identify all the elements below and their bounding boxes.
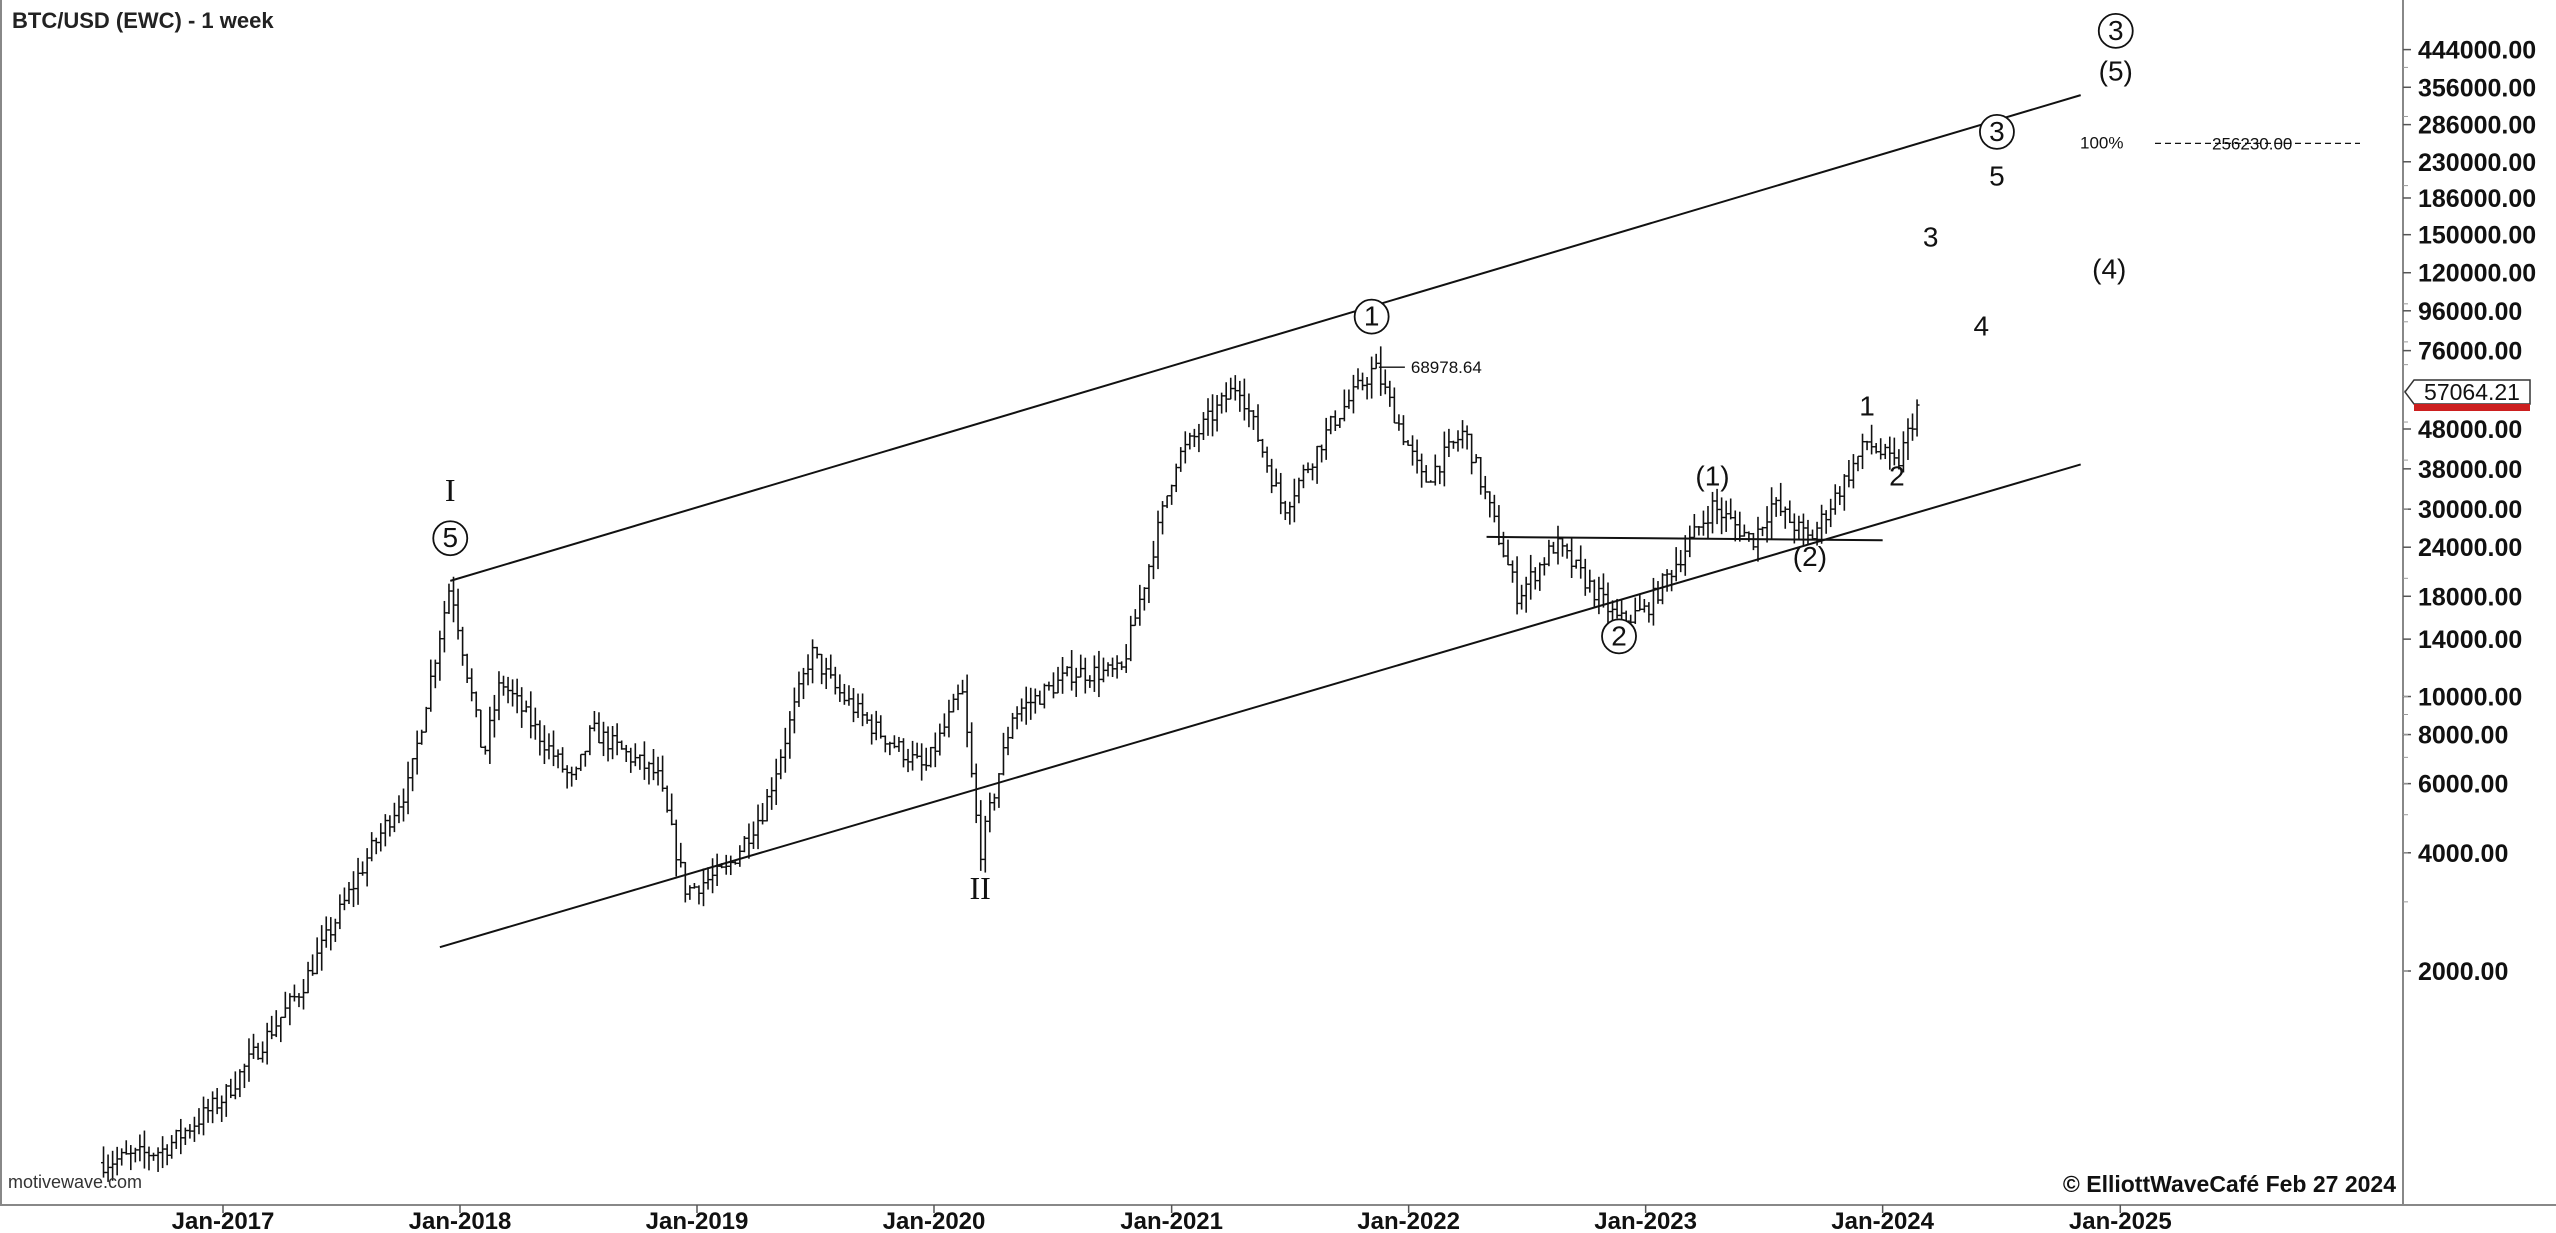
y-tick-label: 14000.00 bbox=[2418, 626, 2522, 654]
wave-label-text: 5 bbox=[442, 522, 458, 553]
current-price-label: 57064.21 bbox=[2424, 379, 2520, 405]
wave-label: 1 bbox=[1353, 298, 1390, 335]
y-tick-label: 286000.00 bbox=[2418, 112, 2536, 140]
y-tick-label: 24000.00 bbox=[2418, 534, 2522, 562]
wave-label-circle bbox=[2097, 12, 2134, 49]
wave-label: 2 bbox=[1601, 618, 1637, 655]
x-tick-label: Jan-2022 bbox=[1357, 1208, 1460, 1233]
x-tick-label: Jan-2017 bbox=[172, 1208, 275, 1233]
y-tick-label: 186000.00 bbox=[2418, 185, 2536, 213]
current-price-tag-shape bbox=[2404, 379, 2531, 405]
y-tick-label: 8000.00 bbox=[2418, 722, 2508, 750]
x-axis-ticks: Jan-2017 Jan-2018 Jan-2019 Jan-2020 Jan-2021… bbox=[172, 1205, 2172, 1233]
y-tick-label: 96000.00 bbox=[2418, 298, 2522, 326]
wave-label: II bbox=[969, 870, 990, 906]
x-tick-label: Jan-2023 bbox=[1594, 1208, 1697, 1233]
fib-projection: 100% 256230.00 68978.64 bbox=[1378, 133, 2360, 377]
wave-label-text: (5) bbox=[2099, 56, 2133, 87]
y-tick-label: 150000.00 bbox=[2418, 222, 2536, 250]
current-price-tag-accent bbox=[2414, 404, 2530, 411]
y-tick-label: 38000.00 bbox=[2418, 456, 2522, 484]
wave-label: 3 bbox=[1979, 113, 2015, 150]
wave-label: 4 bbox=[1974, 311, 1990, 342]
x-tick-label: Jan-2021 bbox=[1120, 1208, 1223, 1233]
x-tick-label: Jan-2020 bbox=[883, 1208, 986, 1233]
wave-label: 1 bbox=[1859, 390, 1875, 421]
wave-label-text: 3 bbox=[1923, 221, 1939, 252]
wave-label-text: 3 bbox=[1989, 116, 2005, 147]
y-tick-label: 230000.00 bbox=[2418, 149, 2536, 177]
x-tick-label: Jan-2018 bbox=[409, 1208, 512, 1233]
wave-label-text: 3 bbox=[2108, 15, 2124, 46]
wave-labels: 3 (5) 3 5 3 (4) 4 1 I 5 II 2 (1) (2) 1 2 bbox=[432, 12, 2134, 906]
wave-label-circle bbox=[432, 520, 469, 557]
y-tick-label: 356000.00 bbox=[2418, 74, 2536, 102]
watermark: motivewave.com bbox=[8, 1172, 142, 1192]
wave-label-text: 2 bbox=[1611, 620, 1627, 651]
wave-label-text: (2) bbox=[1793, 541, 1827, 572]
wave-label-text: (4) bbox=[2092, 254, 2126, 285]
wave-label-text: 5 bbox=[1989, 161, 2005, 192]
y-tick-label: 4000.00 bbox=[2418, 840, 2508, 868]
x-tick-label: Jan-2025 bbox=[2069, 1208, 2172, 1233]
wave-label-circle bbox=[1601, 618, 1637, 655]
x-tick-label: Jan-2019 bbox=[646, 1208, 749, 1233]
wave-label: 2 bbox=[1889, 460, 1905, 491]
fib-value-label: 256230.00 bbox=[2212, 134, 2292, 153]
wave-label: (4) bbox=[2092, 254, 2126, 285]
wave-label: (2) bbox=[1793, 541, 1827, 572]
y-tick-label: 2000.00 bbox=[2418, 958, 2508, 986]
channel-upper-line bbox=[449, 94, 2081, 582]
wave-label-text: II bbox=[969, 870, 990, 906]
wave-label: I bbox=[445, 472, 456, 508]
y-tick-label: 76000.00 bbox=[2418, 338, 2522, 366]
x-tick-label: Jan-2024 bbox=[1831, 1208, 1934, 1233]
wave-label-text: 4 bbox=[1974, 311, 1990, 342]
wave-label-circle bbox=[1979, 113, 2015, 150]
wave-label-text: I bbox=[445, 472, 456, 508]
y-tick-label: 18000.00 bbox=[2418, 583, 2522, 611]
peak-value-label: 68978.64 bbox=[1411, 358, 1482, 377]
wave-label-text: 1 bbox=[1364, 301, 1380, 332]
wave-label: 5 bbox=[1989, 161, 2005, 192]
y-axis-ticks: 444000.00 356000.00 286000.00 230000.00 1860… bbox=[2403, 37, 2536, 986]
copyright: © ElliottWaveCafé Feb 27 2024 bbox=[2063, 1171, 2396, 1197]
wave-label-text: 2 bbox=[1889, 460, 1905, 491]
wave-label: (5) bbox=[2099, 56, 2133, 87]
wave-label-text: (1) bbox=[1695, 460, 1729, 491]
y-tick-label: 120000.00 bbox=[2418, 260, 2536, 288]
wave-label-text: 1 bbox=[1859, 390, 1875, 421]
current-price-marker: 57064.21 bbox=[2404, 379, 2531, 411]
wave-label: 5 bbox=[432, 520, 469, 557]
wave-label: 3 bbox=[1923, 221, 1939, 252]
wave-label: 3 bbox=[2097, 12, 2134, 49]
y-tick-label: 30000.00 bbox=[2418, 496, 2522, 524]
wave-label-circle bbox=[1353, 298, 1390, 335]
fib-pct-label: 100% bbox=[2080, 133, 2123, 152]
y-tick-label: 6000.00 bbox=[2418, 771, 2508, 799]
y-tick-label: 444000.00 bbox=[2418, 37, 2536, 65]
price-bars bbox=[101, 346, 1920, 1182]
ohlc-bar bbox=[1914, 399, 1920, 437]
wave-label: (1) bbox=[1695, 460, 1729, 491]
y-tick-label: 48000.00 bbox=[2418, 416, 2522, 444]
y-tick-label: 10000.00 bbox=[2418, 684, 2522, 712]
chart-title: BTC/USD (EWC) - 1 week bbox=[12, 8, 274, 33]
